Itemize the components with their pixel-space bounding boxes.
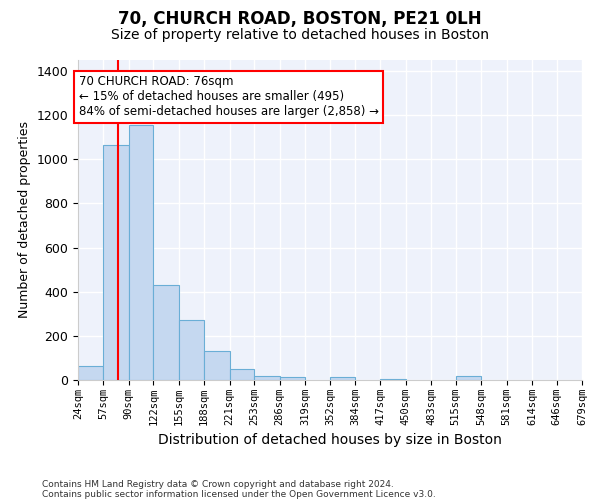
Text: Size of property relative to detached houses in Boston: Size of property relative to detached ho… bbox=[111, 28, 489, 42]
Bar bbox=[456, 376, 481, 380]
Bar bbox=[204, 352, 230, 380]
Y-axis label: Number of detached properties: Number of detached properties bbox=[18, 122, 31, 318]
Text: 70, CHURCH ROAD, BOSTON, PE21 0LH: 70, CHURCH ROAD, BOSTON, PE21 0LH bbox=[118, 10, 482, 28]
Bar bbox=[230, 369, 254, 380]
Bar bbox=[103, 145, 129, 380]
Bar bbox=[78, 366, 103, 380]
Bar bbox=[331, 376, 355, 380]
X-axis label: Distribution of detached houses by size in Boston: Distribution of detached houses by size … bbox=[158, 434, 502, 448]
Bar bbox=[280, 376, 305, 380]
Bar bbox=[154, 285, 179, 380]
Text: 70 CHURCH ROAD: 76sqm
← 15% of detached houses are smaller (495)
84% of semi-det: 70 CHURCH ROAD: 76sqm ← 15% of detached … bbox=[79, 76, 379, 118]
Text: Contains public sector information licensed under the Open Government Licence v3: Contains public sector information licen… bbox=[42, 490, 436, 499]
Bar bbox=[179, 320, 204, 380]
Text: Contains HM Land Registry data © Crown copyright and database right 2024.: Contains HM Land Registry data © Crown c… bbox=[42, 480, 394, 489]
Bar bbox=[254, 376, 280, 380]
Bar bbox=[129, 125, 154, 380]
